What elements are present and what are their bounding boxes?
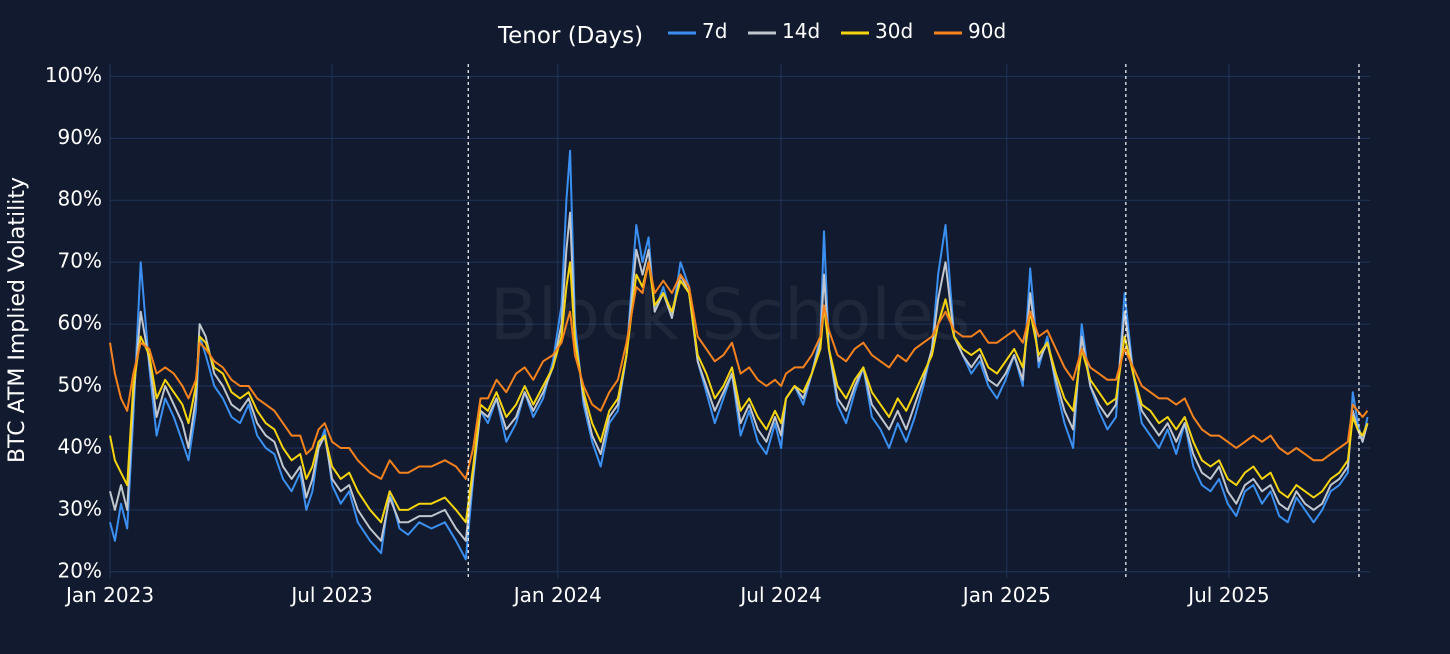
series-line-7d xyxy=(109,149,1369,561)
legend-items[interactable]: 7d 14d 30d 90d xyxy=(668,19,1006,43)
y-tick-label: 50% xyxy=(58,373,102,397)
y-tick-label: 80% xyxy=(58,187,102,211)
legend-label-30d: 30d xyxy=(875,19,913,43)
legend-label-90d: 90d xyxy=(968,19,1006,43)
legend-title: Tenor (Days) xyxy=(497,23,643,49)
series-line-14d xyxy=(109,211,1369,542)
grid-lines xyxy=(109,64,1370,578)
y-axis-label: BTC ATM Implied Volatility xyxy=(5,177,30,463)
x-tick-label: Jul 2023 xyxy=(289,583,372,607)
y-tick-label: 90% xyxy=(58,125,102,149)
y-axis-ticks: 20% 30% 40% 50% 60% 70% 80% 90% 100% xyxy=(45,63,102,582)
legend-item-30d[interactable]: 30d xyxy=(841,19,913,43)
series-line-90d xyxy=(109,261,1369,480)
legend-item-7d[interactable]: 7d xyxy=(668,19,727,43)
x-tick-label: Jul 2025 xyxy=(1186,583,1269,607)
legend-label-7d: 7d xyxy=(702,19,727,43)
event-lines xyxy=(467,64,1360,578)
legend-item-90d[interactable]: 90d xyxy=(934,19,1006,43)
x-tick-label: Jul 2024 xyxy=(738,583,821,607)
x-tick-label: Jan 2025 xyxy=(961,583,1051,607)
series-line-30d xyxy=(109,261,1369,524)
y-tick-label: 70% xyxy=(58,249,102,273)
y-tick-label: 40% xyxy=(58,434,102,458)
x-axis-ticks: Jan 2023 Jul 2023 Jan 2024 Jul 2024 Jan 2025… xyxy=(64,583,1270,607)
y-tick-label: 20% xyxy=(58,558,102,582)
series-lines xyxy=(109,149,1369,561)
x-tick-label: Jan 2023 xyxy=(64,583,154,607)
legend-item-14d[interactable]: 14d xyxy=(748,19,820,43)
legend-label-14d: 14d xyxy=(782,19,820,43)
y-tick-label: 100% xyxy=(45,63,102,87)
y-tick-label: 60% xyxy=(58,311,102,335)
y-tick-label: 30% xyxy=(58,496,102,520)
legend[interactable]: Tenor (Days) 7d 14d 30d 90d xyxy=(497,19,1006,49)
x-tick-label: Jan 2024 xyxy=(512,583,602,607)
